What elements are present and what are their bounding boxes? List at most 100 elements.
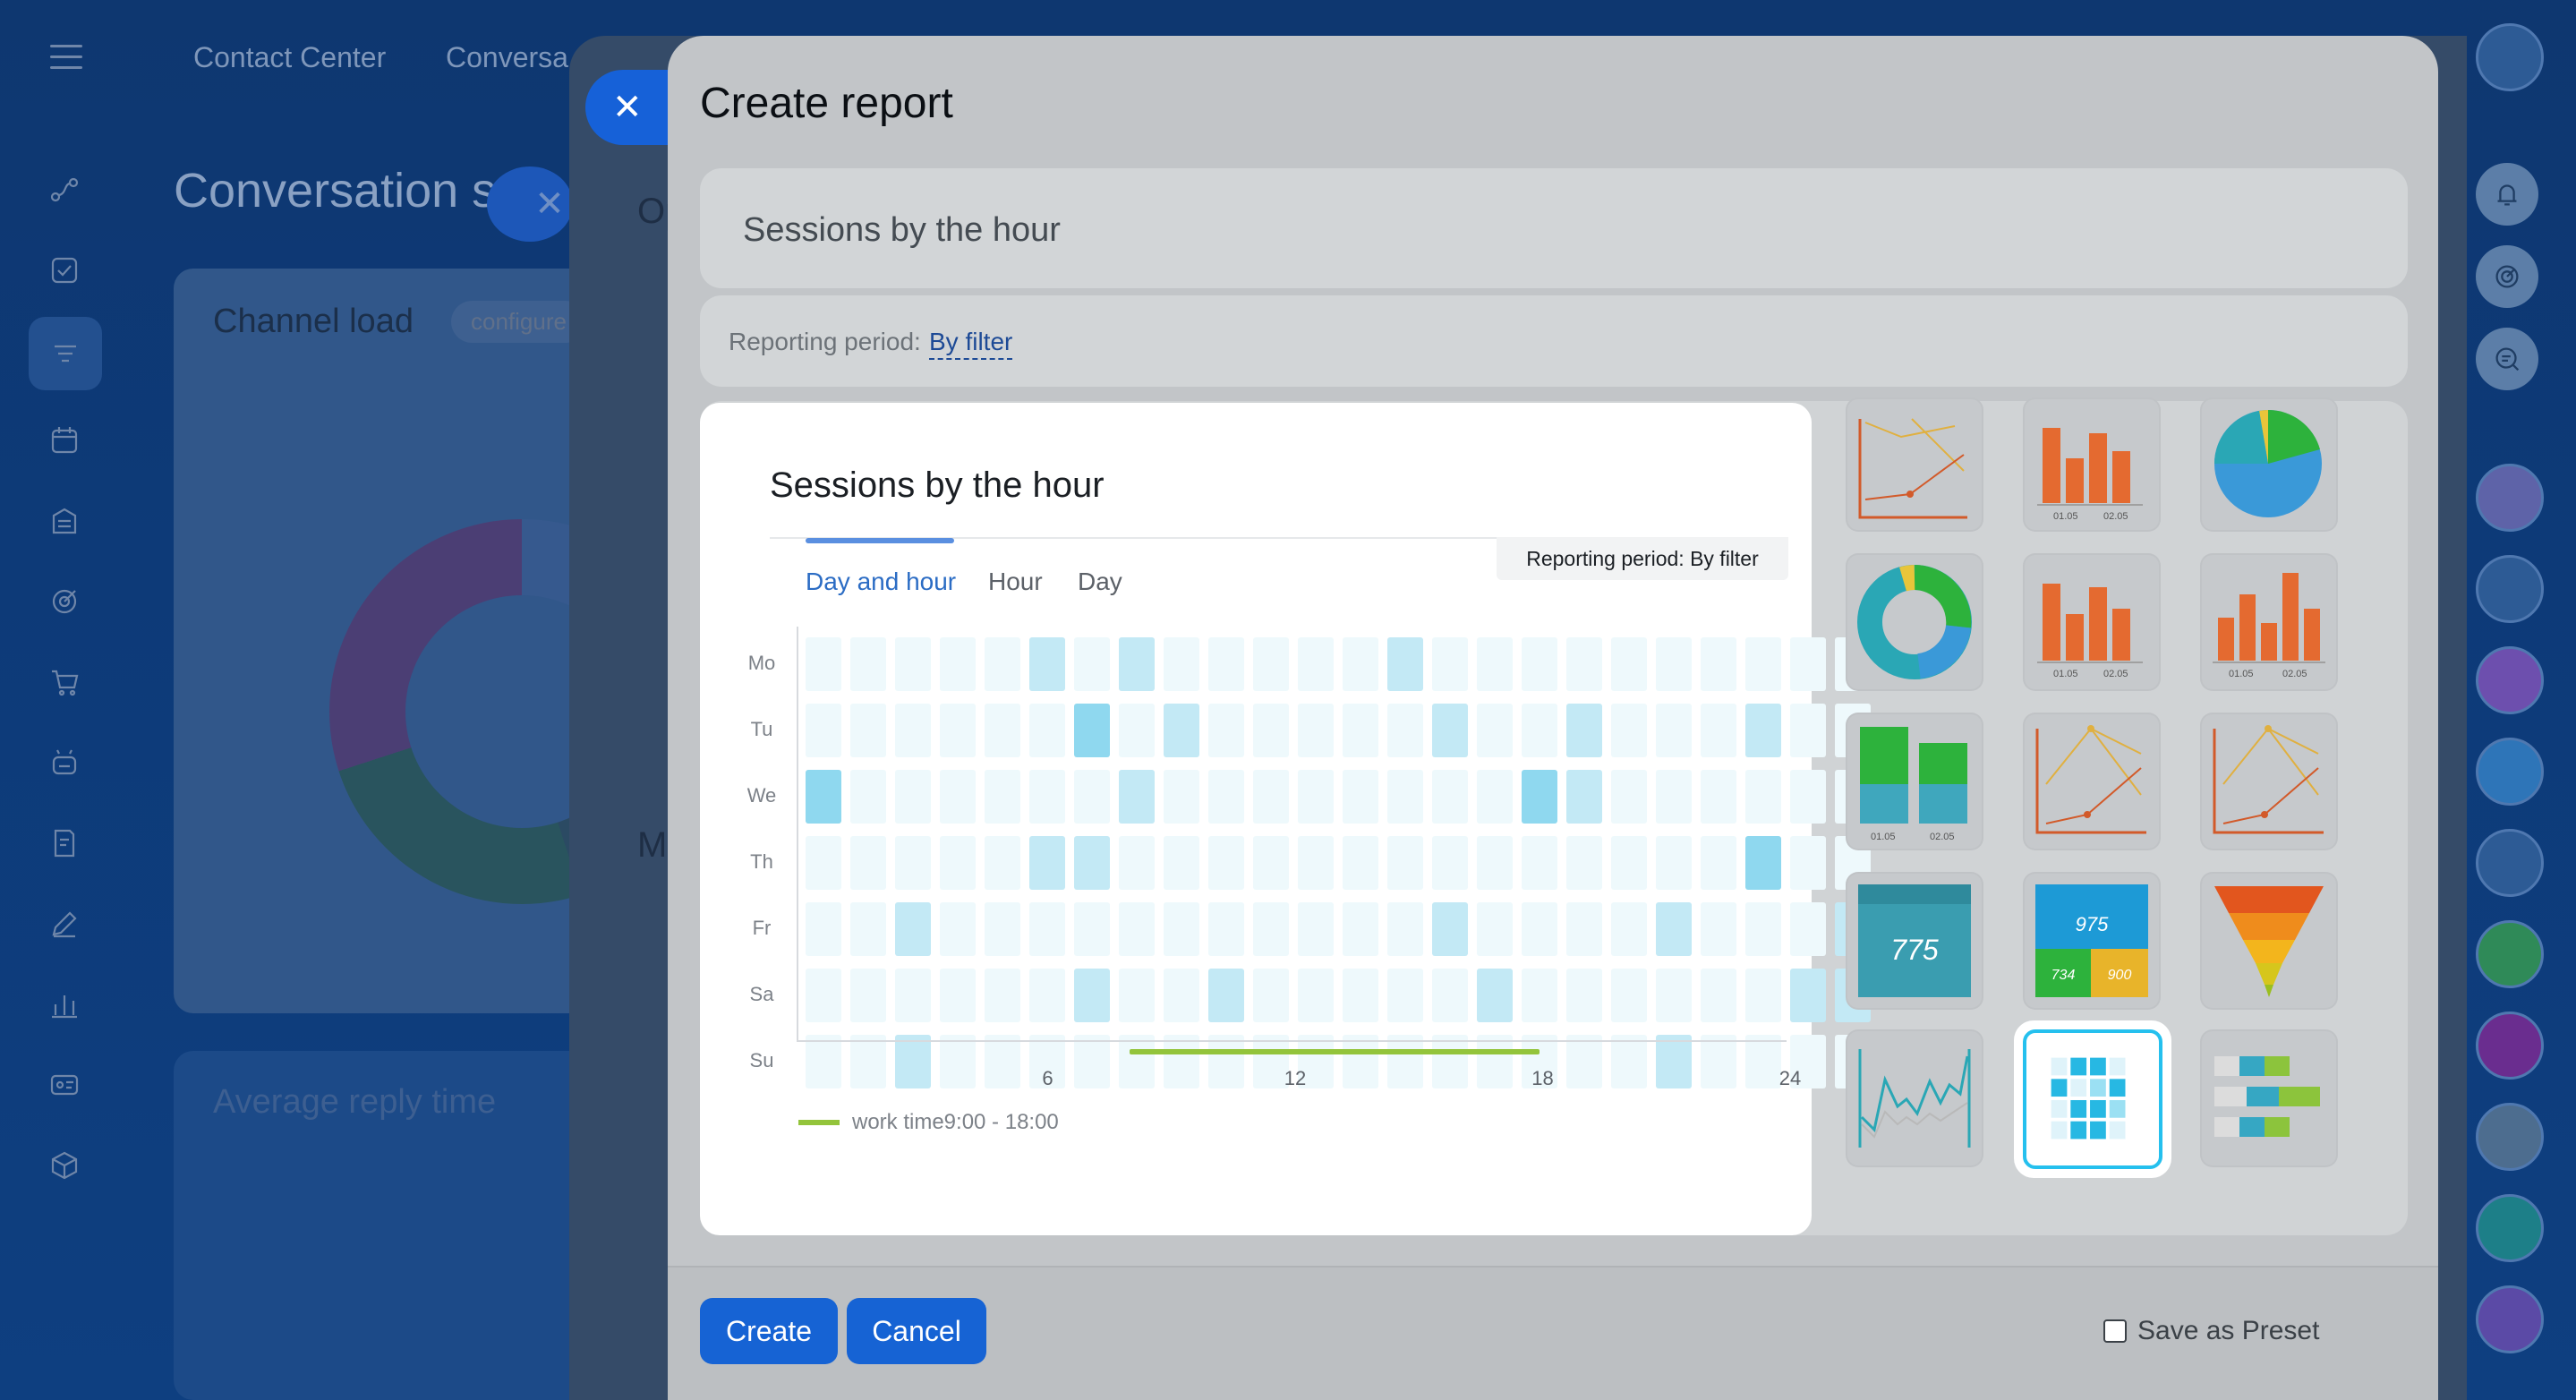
- thumb-funnel[interactable]: [2202, 874, 2336, 1008]
- heatmap-cell: [1477, 637, 1513, 691]
- user-avatar[interactable]: [2476, 23, 2544, 91]
- active-tab-indicator: [806, 538, 954, 543]
- y-axis: [797, 627, 798, 1042]
- filter-icon[interactable]: [29, 317, 102, 390]
- id-card-icon[interactable]: [39, 1060, 90, 1110]
- bar-chart-icon[interactable]: [39, 979, 90, 1029]
- save-as-preset[interactable]: Save as Preset: [2103, 1316, 2319, 1346]
- routes-icon[interactable]: [39, 165, 90, 215]
- target-icon[interactable]: [39, 576, 90, 627]
- report-preview-card: Sessions by the hour Day and hour Hour D…: [700, 403, 1871, 1235]
- thumb-horizontal-bars[interactable]: [2202, 1031, 2336, 1165]
- horizontal-bars-icon: [2214, 1056, 2320, 1137]
- radar-icon[interactable]: [2476, 245, 2538, 308]
- heatmap-cell: [1253, 969, 1289, 1022]
- heatmap-cell: [1701, 1035, 1736, 1088]
- heatmap-cell: [1029, 1035, 1065, 1088]
- chat-avatar-7[interactable]: [2476, 1012, 2544, 1080]
- heatmap-cell: [1701, 637, 1736, 691]
- thumb-line-chart[interactable]: [1847, 399, 1982, 530]
- thumb-bar-chart-alt[interactable]: 01.05 02.05: [2202, 555, 2336, 689]
- menu-icon[interactable]: [50, 45, 82, 70]
- chat-avatar-6[interactable]: [2476, 920, 2544, 988]
- funnel-icon: [2214, 886, 2324, 997]
- chart-legend: work time9:00 - 18:00: [798, 1110, 1059, 1135]
- chat-avatar-9[interactable]: [2476, 1194, 2544, 1262]
- page-title: Conversation s: [174, 164, 497, 218]
- tab-hour[interactable]: Hour: [988, 568, 1043, 595]
- pen-icon[interactable]: [39, 899, 90, 949]
- chat-avatar-3[interactable]: [2476, 646, 2544, 714]
- configure-pill[interactable]: configure: [451, 301, 586, 343]
- bell-icon[interactable]: [2476, 163, 2538, 226]
- thumb-bar-chart[interactable]: 01.05 02.05: [2025, 399, 2159, 530]
- document-edit-icon[interactable]: [39, 818, 90, 868]
- heatmap-cell: [1432, 704, 1468, 757]
- heatmap-cell: [1790, 836, 1826, 890]
- chat-avatar-1[interactable]: [2476, 464, 2544, 532]
- heatmap-cell: [1432, 770, 1468, 824]
- heatmap-cell: [1387, 637, 1423, 691]
- heatmap-cell: [1432, 836, 1468, 890]
- thumb-date-b: 02.05: [2282, 669, 2307, 679]
- calendar-icon[interactable]: [39, 415, 90, 465]
- heatmap-cell: [1790, 969, 1826, 1022]
- thumb-pie-chart[interactable]: [2202, 399, 2336, 530]
- thumb-number-widget[interactable]: 775: [1847, 874, 1982, 1008]
- chat-avatar-10[interactable]: [2476, 1285, 2544, 1353]
- tab-day[interactable]: Day: [1078, 568, 1122, 595]
- thumb-number-grid[interactable]: 975 734 900: [2025, 874, 2159, 1008]
- cart-icon[interactable]: [39, 657, 90, 707]
- heatmap-cell: [1656, 637, 1692, 691]
- heatmap-cell: [1790, 902, 1826, 956]
- chat-avatar-8[interactable]: [2476, 1103, 2544, 1171]
- x-tick-label: 6: [1042, 1067, 1053, 1089]
- thumb-donut-chart[interactable]: [1847, 555, 1982, 689]
- heatmap-cell: [1522, 704, 1557, 757]
- chat-avatar-4[interactable]: [2476, 738, 2544, 806]
- thumb-line-chart-alt2[interactable]: [2202, 714, 2336, 849]
- cube-icon[interactable]: [39, 1140, 90, 1191]
- heatmap-cell: [1477, 1035, 1513, 1088]
- chat-avatar-2[interactable]: [2476, 555, 2544, 623]
- heatmap-cell: [940, 770, 976, 824]
- thumb-date-a: 01.05: [2053, 669, 2078, 679]
- heatmap-cell: [850, 1035, 886, 1088]
- thumb-sparkline[interactable]: [1847, 1031, 1982, 1165]
- x-tick-label: 12: [1284, 1067, 1307, 1089]
- reporting-period-link[interactable]: By filter: [929, 328, 1013, 360]
- heatmap-cell: [1611, 770, 1647, 824]
- heatmap-cell: [1656, 704, 1692, 757]
- save-as-preset-checkbox[interactable]: [2103, 1319, 2127, 1343]
- cancel-button[interactable]: Cancel: [847, 1298, 986, 1364]
- heatmap-cell: [1164, 1035, 1199, 1088]
- y-tick-label: We: [746, 784, 777, 807]
- secondary-close-button[interactable]: ✕: [487, 166, 573, 242]
- heatmap-cell: [1387, 1035, 1423, 1088]
- heatmap-cell: [1387, 902, 1423, 956]
- heatmap-cell: [1566, 836, 1602, 890]
- thumb-bar-chart-dates[interactable]: 01.05 02.05: [2025, 555, 2159, 689]
- thumb-line-chart-alt[interactable]: [2025, 714, 2159, 849]
- report-name-input[interactable]: [741, 204, 2356, 256]
- heatmap-cell: [1343, 969, 1378, 1022]
- chat-search-icon[interactable]: [2476, 328, 2538, 390]
- top-bar: Contact Center Conversa: [0, 0, 2576, 116]
- tasks-icon[interactable]: [39, 245, 90, 295]
- heatmap-cell: [1522, 969, 1557, 1022]
- robot-icon[interactable]: [39, 738, 90, 788]
- create-button[interactable]: Create: [700, 1298, 838, 1364]
- store-icon[interactable]: [39, 496, 90, 546]
- thumb-stacked-bar[interactable]: 01.05 02.05: [1847, 714, 1982, 849]
- heatmap-cell: [806, 704, 841, 757]
- heatmap-cell: [1119, 1035, 1155, 1088]
- top-link-contact-center[interactable]: Contact Center: [193, 41, 387, 73]
- thumb-heatmap-selected[interactable]: [2014, 1020, 2171, 1178]
- y-tick-label: Th: [750, 850, 773, 873]
- top-link-conversations[interactable]: Conversa: [446, 41, 568, 73]
- tab-day-and-hour[interactable]: Day and hour: [806, 568, 957, 595]
- heatmap-cell: [1611, 1035, 1647, 1088]
- heatmap-cell: [806, 1035, 841, 1088]
- heatmap-cell: [1522, 836, 1557, 890]
- chat-avatar-5[interactable]: [2476, 829, 2544, 897]
